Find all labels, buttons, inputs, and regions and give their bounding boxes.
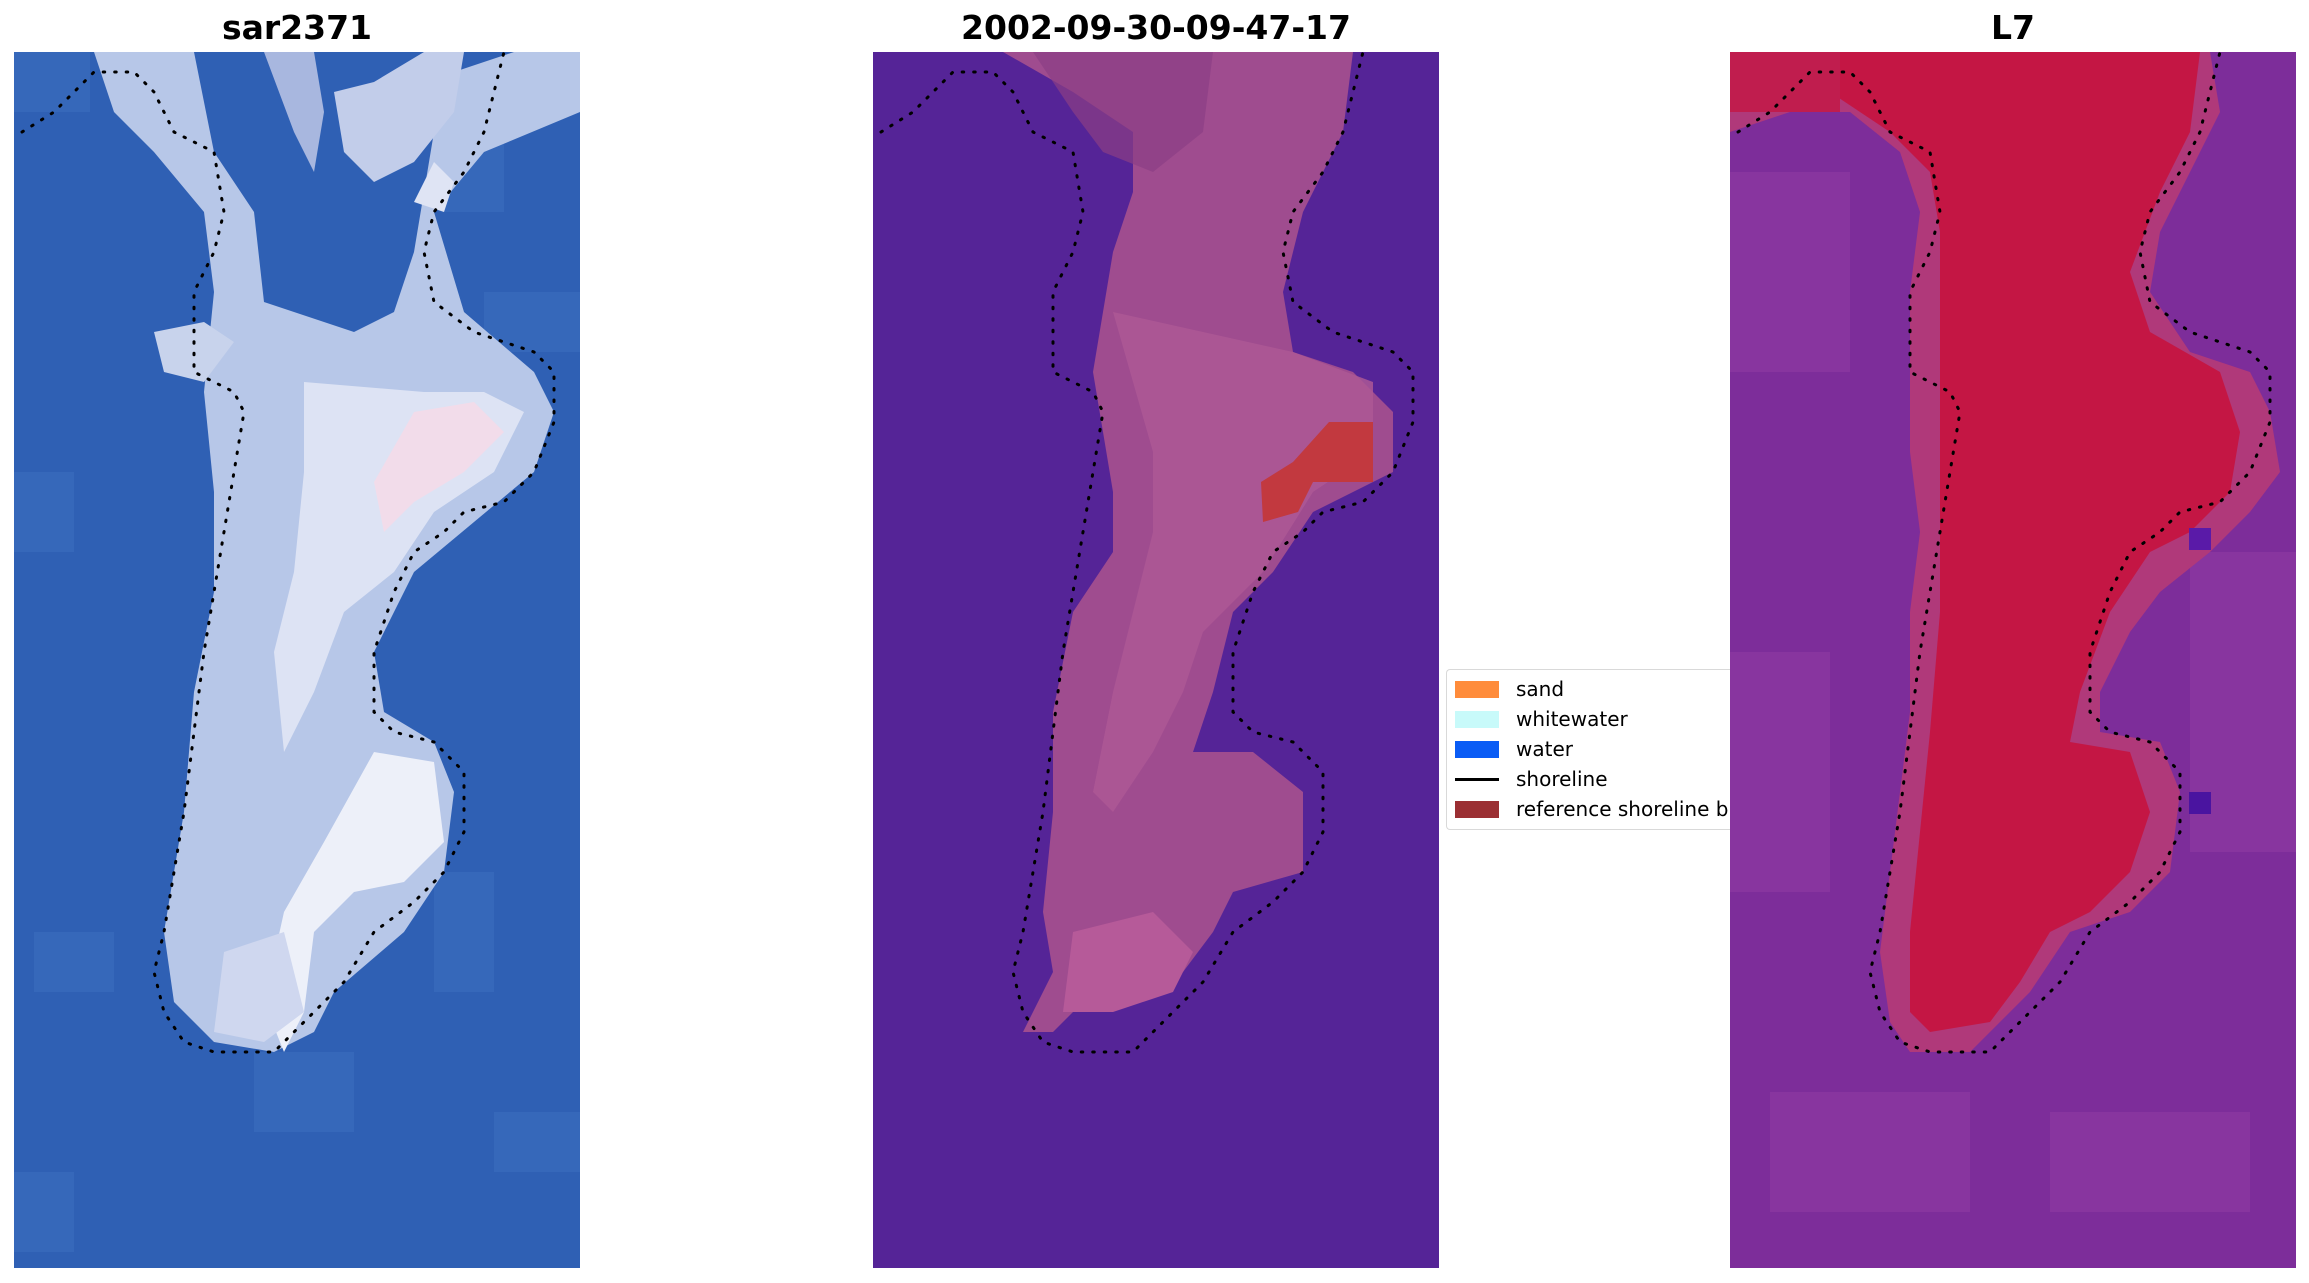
- legend-label-sand: sand: [1516, 677, 1565, 701]
- index-panel: [1730, 52, 2296, 1268]
- legend-label-water: water: [1516, 737, 1573, 761]
- legend-label-whitewater: whitewater: [1516, 707, 1628, 731]
- reference-buffer-swatch: [1455, 800, 1499, 818]
- classification-image: [873, 52, 1439, 1268]
- panel-title-rgb: sar2371: [221, 8, 373, 47]
- panel-title-classification: 2002-09-30-09-47-17: [961, 8, 1351, 47]
- legend-label-reference-buffer: reference shoreline buffer: [1516, 797, 1730, 821]
- legend-item-water: water: [1455, 734, 1573, 764]
- rgb-image-panel: [14, 52, 580, 1268]
- water-swatch: [1455, 740, 1499, 758]
- legend-label-shoreline: shoreline: [1516, 767, 1608, 791]
- legend: sand whitewater water shoreline referenc…: [1446, 669, 1730, 830]
- index-image: [1730, 52, 2296, 1268]
- rgb-image: [14, 52, 580, 1268]
- classification-panel: [873, 52, 1439, 1268]
- shoreline-line-icon: [1455, 777, 1499, 781]
- legend-item-whitewater: whitewater: [1455, 704, 1628, 734]
- whitewater-swatch: [1455, 710, 1499, 728]
- legend-item-sand: sand: [1455, 674, 1564, 704]
- legend-item-shoreline: shoreline: [1455, 764, 1608, 794]
- panel-title-index: L7: [1991, 8, 2035, 47]
- sand-swatch: [1455, 680, 1499, 698]
- legend-item-reference-buffer: reference shoreline buffer: [1455, 794, 1730, 824]
